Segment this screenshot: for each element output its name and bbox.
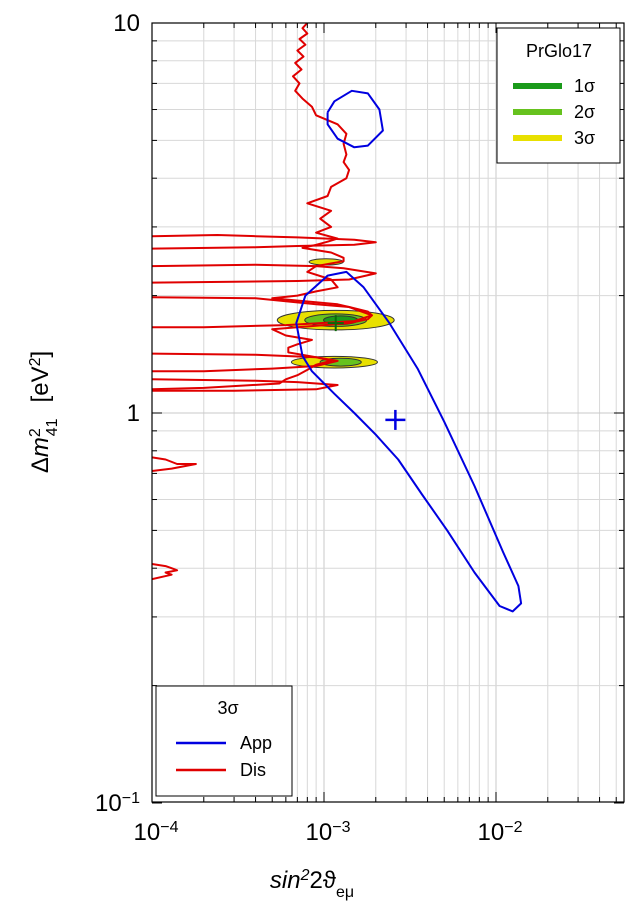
- legend-entry-label: App: [240, 733, 272, 753]
- x-axis-label: sin22ϑeμ: [270, 867, 354, 901]
- y-axis-label: Δm241[eV2]: [27, 351, 61, 473]
- legend-box: [155, 685, 293, 797]
- dis-spike-3-contour: [152, 296, 373, 329]
- dis-spike-4-contour: [152, 352, 339, 373]
- legend-title: 3σ: [217, 698, 238, 718]
- dis-spike-5-contour: [152, 378, 339, 392]
- dis-low-2-contour: [152, 563, 179, 581]
- confidence-regions: [276, 258, 395, 369]
- x-tick-label: 10−2: [478, 819, 523, 847]
- legend-entry-label: 3σ: [574, 128, 595, 148]
- legend-title: PrGlo17: [526, 41, 592, 61]
- app-best-fit-marker: [385, 409, 406, 430]
- x-tick-label: 10−3: [306, 819, 351, 847]
- dis-spike-2-contour: [152, 263, 377, 284]
- contour-lines: [152, 23, 523, 613]
- legend-entry-label: 1σ: [574, 76, 595, 96]
- y-tick-label: 10: [113, 10, 140, 37]
- legend-entry-label: 2σ: [574, 102, 595, 122]
- best-fit-markers: [327, 315, 406, 430]
- dis-right-boundary-contour: [152, 23, 373, 391]
- dis-low-1-contour: [152, 456, 197, 472]
- y-tick-label: 10−1: [95, 790, 140, 818]
- app-large-region-contour: [295, 270, 523, 613]
- app-small-island-contour: [326, 89, 384, 149]
- y-tick-label: 1: [127, 400, 140, 427]
- x-tick-label: 10−4: [134, 819, 179, 847]
- dis-spike-1-contour: [152, 234, 377, 250]
- global-best-fit-marker: [327, 315, 344, 332]
- legend-entry-label: Dis: [240, 760, 266, 780]
- legend-prglo17: PrGlo17 1σ 2σ 3σ: [496, 27, 621, 164]
- axis-ticks: 10−4 10−3 10−2 10 1 10−1: [95, 10, 624, 846]
